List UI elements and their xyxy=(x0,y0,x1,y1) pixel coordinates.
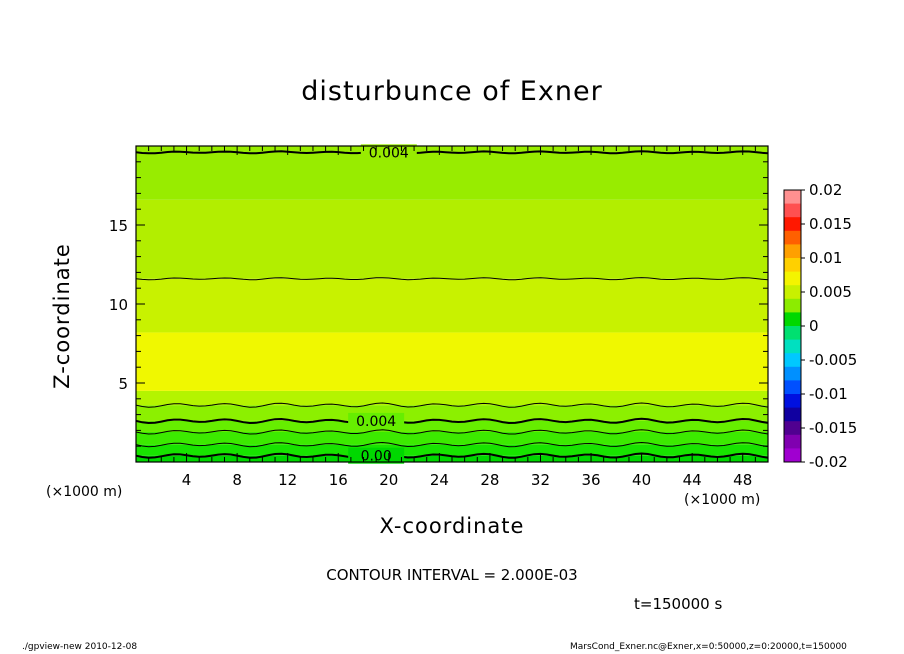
contour-line-6 xyxy=(135,150,769,155)
x-tick-label-28: 28 xyxy=(480,471,499,489)
colorbar-swatch-18 xyxy=(784,434,801,449)
colorbar-swatch-12 xyxy=(784,353,801,368)
contour-band-7 xyxy=(136,278,768,333)
contour-line-3 xyxy=(135,417,769,425)
colorbar-swatch-3 xyxy=(784,230,801,245)
colorbar: 0.02 0.015 0.01 0.005 0 -0.005 -0.01 -0.015 -0.0… xyxy=(783,181,857,471)
colorbar-label-5: -0.005 xyxy=(809,351,857,369)
y-tick-label-15: 15 xyxy=(109,217,128,235)
colorbar-label-7: -0.015 xyxy=(809,419,857,437)
contour-line-1 xyxy=(135,441,769,448)
contour-band-6 xyxy=(136,332,768,391)
contour-fill-bands xyxy=(136,146,768,462)
colorbar-swatch-19 xyxy=(784,448,801,463)
colorbar-label-2: 0.01 xyxy=(809,249,842,267)
contour-band-1 xyxy=(136,444,768,456)
footer-program-date: ./gpview-new 2010-12-08 xyxy=(22,642,138,652)
colorbar-label-0: 0.02 xyxy=(809,181,842,199)
contour-label-3: 0.004 xyxy=(356,414,396,430)
x-tick-label-36: 36 xyxy=(581,471,600,489)
colorbar-swatch-5 xyxy=(784,258,801,273)
colorbar-swatch-14 xyxy=(784,380,801,395)
colorbar-swatch-15 xyxy=(784,394,801,409)
y-axis-label: Z-coordinate xyxy=(50,243,74,389)
x-tick-label-8: 8 xyxy=(232,471,242,489)
contour-band-8 xyxy=(136,199,768,279)
contour-band-4 xyxy=(136,405,768,421)
colorbar-swatch-4 xyxy=(784,244,801,259)
contour-label-bg-3 xyxy=(348,412,405,429)
colorbar-swatch-17 xyxy=(784,421,801,436)
colorbar-swatch-2 xyxy=(784,217,801,232)
colorbar-swatch-16 xyxy=(784,407,801,422)
colorbar-label-4: 0 xyxy=(809,317,819,335)
x-axis-label: X-coordinate xyxy=(379,514,525,538)
x-unit-right: (×1000 m) xyxy=(684,492,761,508)
contour-line-2 xyxy=(135,429,769,435)
x-unit-left: (×1000 m) xyxy=(46,484,123,500)
contour-interval-text: CONTOUR INTERVAL = 2.000E-03 xyxy=(326,566,578,584)
colorbar-swatch-0 xyxy=(784,190,801,205)
x-tick-label-20: 20 xyxy=(379,471,398,489)
x-tick-label-48: 48 xyxy=(733,471,752,489)
contour-band-5 xyxy=(136,390,768,406)
colorbar-label-8: -0.02 xyxy=(809,453,848,471)
colorbar-swatch-13 xyxy=(784,366,801,381)
colorbar-label-3: 0.005 xyxy=(809,283,852,301)
colorbar-label-6: -0.01 xyxy=(809,385,848,403)
colorbar-swatch-1 xyxy=(784,203,801,218)
colorbar-swatch-6 xyxy=(784,271,801,286)
x-tick-label-16: 16 xyxy=(329,471,348,489)
colorbar-swatch-8 xyxy=(784,298,801,313)
x-tick-label-12: 12 xyxy=(278,471,297,489)
contour-line-5 xyxy=(135,277,769,281)
colorbar-swatch-9 xyxy=(784,312,801,327)
contour-line-0 xyxy=(135,452,769,459)
x-tick-label-32: 32 xyxy=(531,471,550,489)
contour-band-2 xyxy=(136,431,768,445)
chart-title: disturbunce of Exner xyxy=(301,76,603,107)
contour-label-bg-0 xyxy=(348,447,405,464)
contour-label-0: 0.00 xyxy=(361,449,392,465)
contour-band-9 xyxy=(136,146,768,200)
x-tick-label-44: 44 xyxy=(683,471,702,489)
contour-line-4 xyxy=(135,402,769,408)
colorbar-swatch-10 xyxy=(784,326,801,341)
x-tick-label-24: 24 xyxy=(430,471,449,489)
colorbar-swatch-11 xyxy=(784,339,801,354)
y-tick-label-5: 5 xyxy=(118,375,128,393)
colorbar-label-1: 0.015 xyxy=(809,215,852,233)
footer-file-info: MarsCond_Exner.nc@Exner,x=0:50000,z=0:20… xyxy=(570,642,847,652)
x-tick-label-40: 40 xyxy=(632,471,651,489)
colorbar-swatch-7 xyxy=(784,285,801,300)
x-tick-label-4: 4 xyxy=(182,471,192,489)
contour-band-3 xyxy=(136,420,768,432)
y-tick-label-10: 10 xyxy=(109,296,128,314)
time-label: t=150000 s xyxy=(634,595,723,613)
